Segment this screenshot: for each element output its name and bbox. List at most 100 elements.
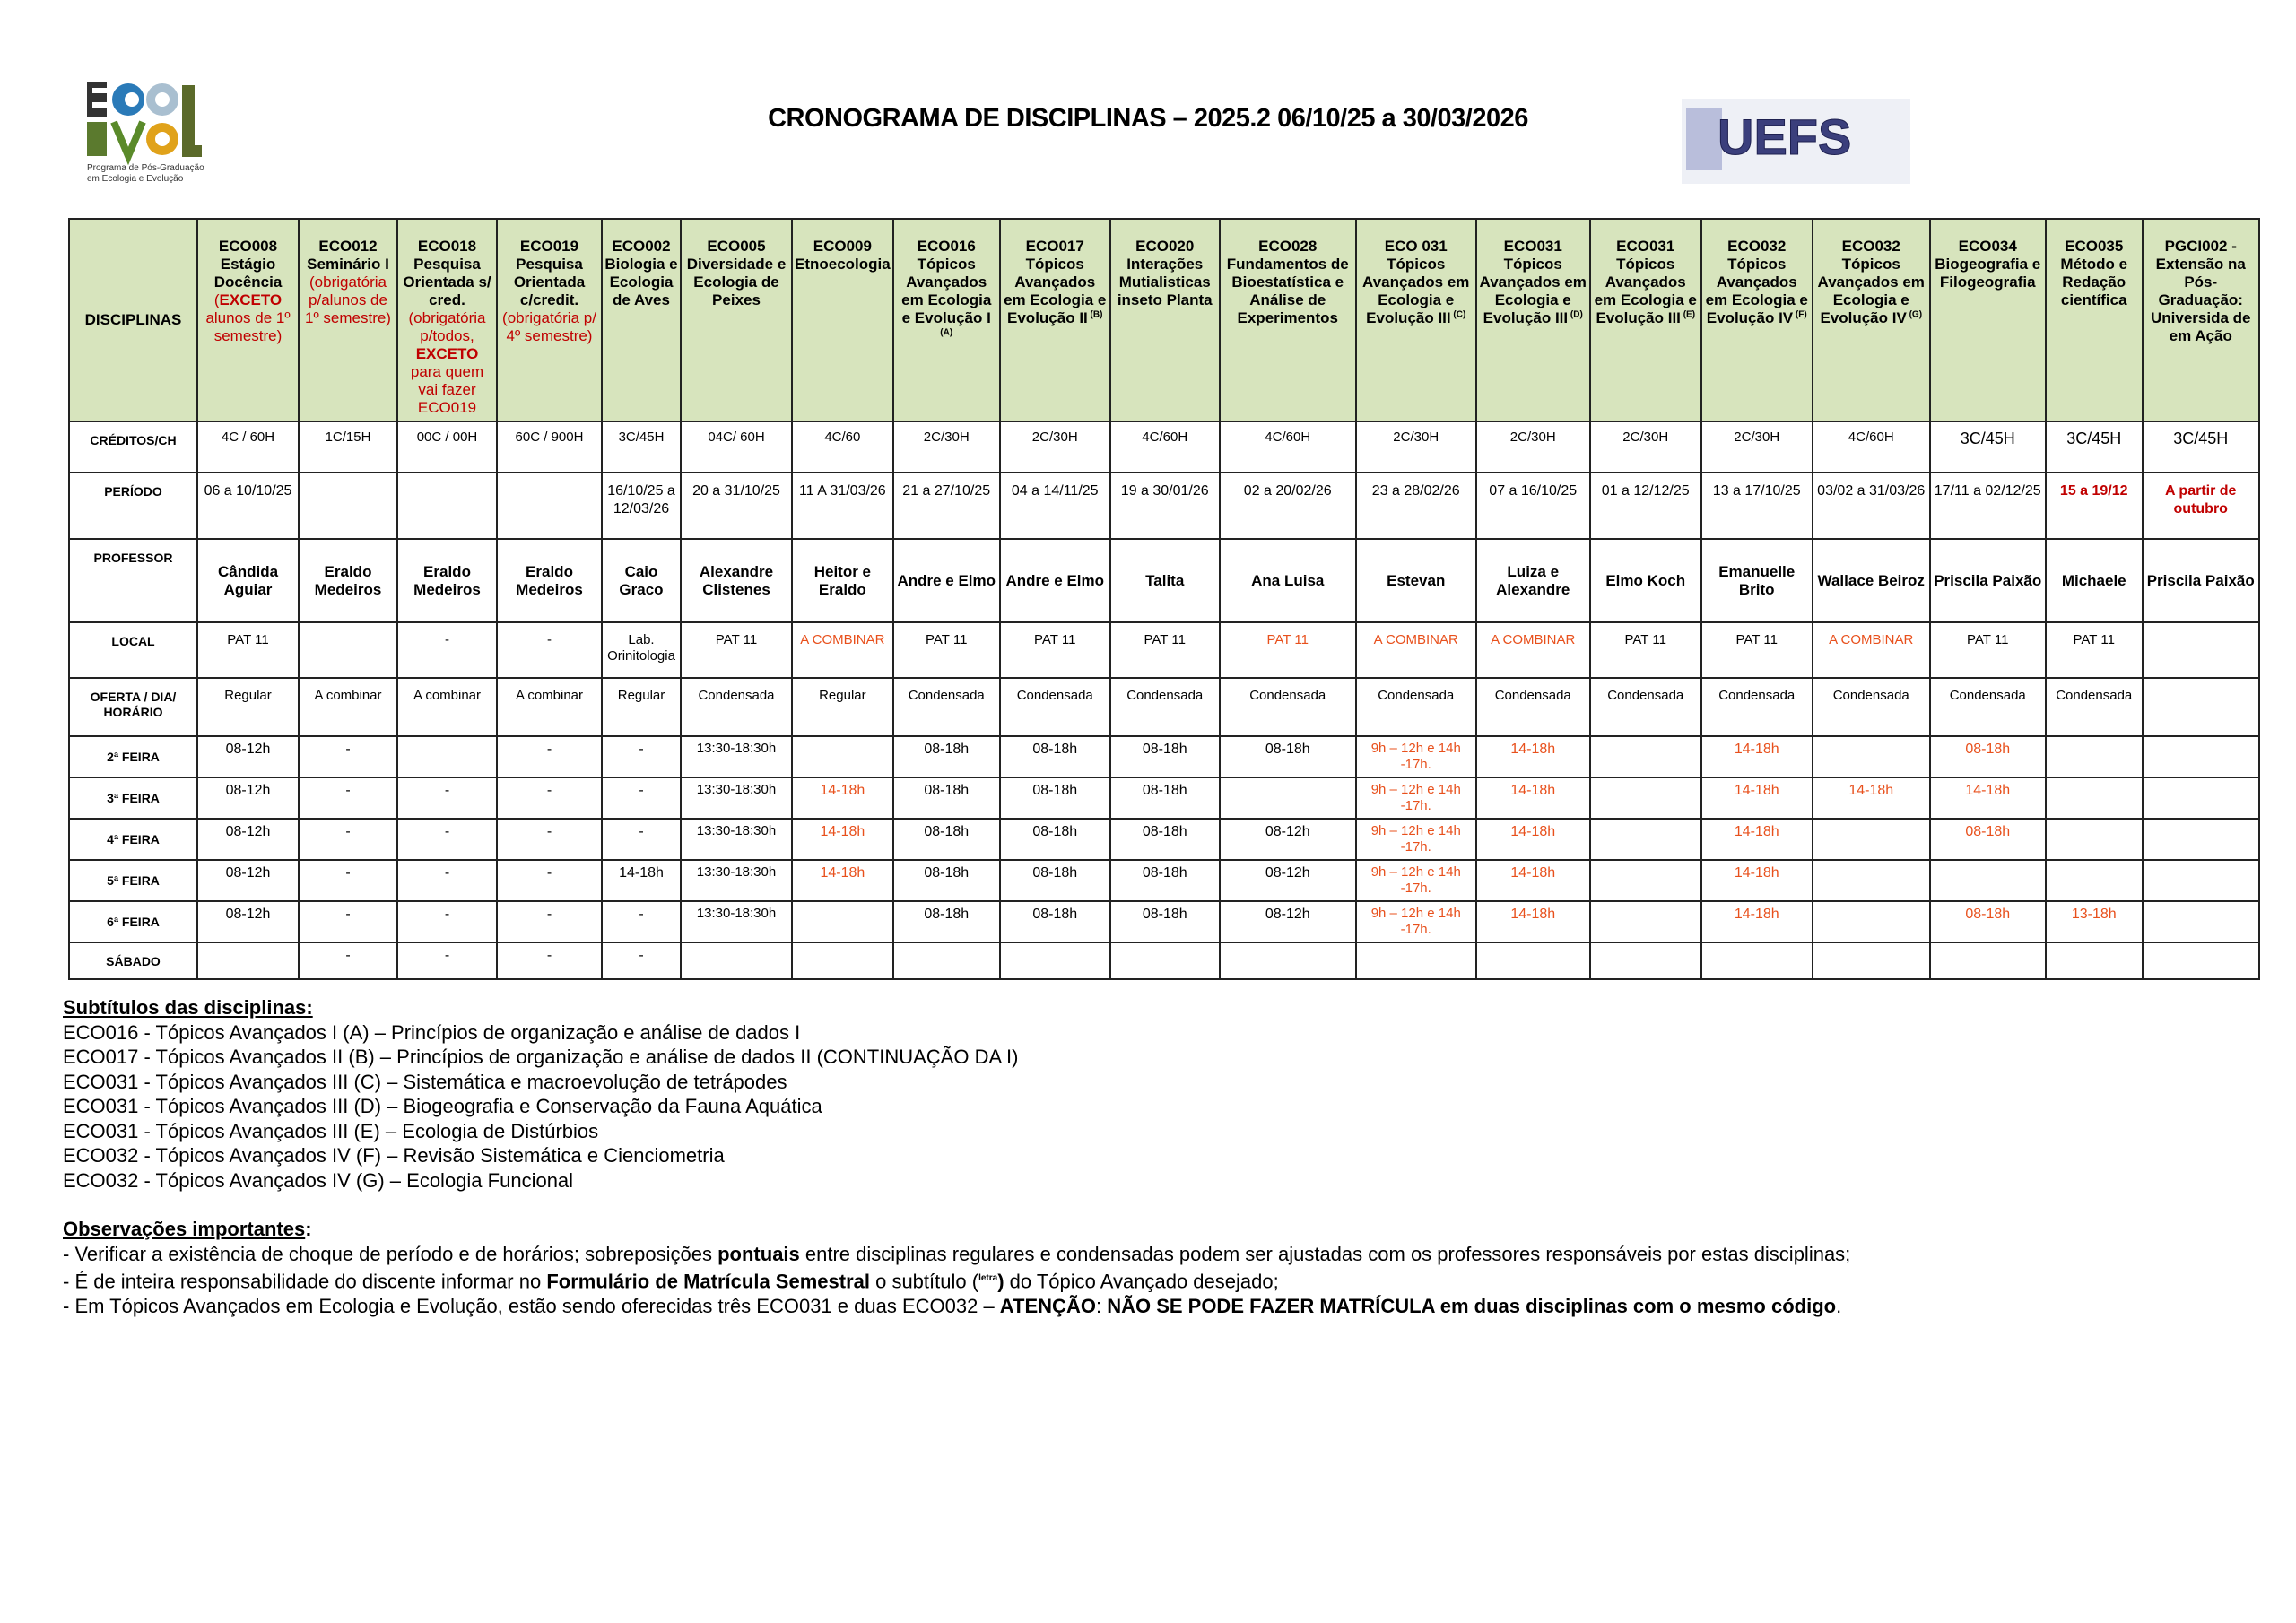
note-bold: EXCETO (415, 345, 479, 363)
offer-cell: A combinar (496, 677, 603, 738)
offer-value: Condensada (908, 688, 985, 704)
subtitle-item: ECO017 - Tópicos Avançados II (B) – Prin… (63, 1046, 1019, 1068)
credits-value: 2C/30H (1734, 430, 1780, 446)
schedule-cell (2044, 735, 2144, 779)
professor-cell: Luiza e Alexandre (1474, 538, 1591, 624)
professor-cell: Priscila Paixão (1928, 538, 2047, 624)
course-code: ECO031 (1616, 238, 1675, 255)
period-value: 19 a 30/01/26 (1120, 483, 1209, 499)
table-row: 6ª FEIRA 08-12h - - - - 13:30-18:30h 08-18h 08-1… (68, 900, 2260, 944)
course-header: ECO017 Tópicos Avançados em Ecologia e Ev… (998, 217, 1111, 423)
local-value: PAT 11 (1266, 632, 1309, 648)
professor-cell: Ana Luisa (1218, 538, 1357, 624)
observation-text: - Verificar a existência de choque de pe… (63, 1242, 718, 1265)
schedule-cell: 13:30-18:30h (680, 818, 793, 862)
local-cell: PAT 11 (680, 621, 793, 680)
row-label: CRÉDITOS/CH (68, 421, 198, 474)
schedule-cell: - (496, 900, 603, 944)
schedule-cell: 08-18h (891, 735, 1001, 779)
schedule-value: 13-18h (2071, 907, 2117, 923)
local-value: A COMBINAR (800, 632, 885, 648)
course-name: Pesquisa Orientada c/credit. (513, 256, 586, 309)
local-cell: PAT 11 (1700, 621, 1813, 680)
period-value: 16/10/25 a 12/03/26 (607, 483, 675, 516)
course-name: Tópicos Avançados em Ecologia e Evolução… (1004, 256, 1107, 327)
schedule-cell: - (298, 735, 398, 779)
schedule-value: 08-12h (225, 824, 271, 840)
course-header: ECO032 Tópicos Avançados em Ecologia e Ev… (1700, 217, 1813, 423)
schedule-cell: 08-18h (998, 777, 1111, 820)
schedule-cell: - (396, 818, 498, 862)
course-name: Tópicos Avançados em Ecologia e Evolução… (1594, 256, 1697, 327)
period-value: 15 a 19/12 (2059, 483, 2128, 499)
course-name: Fundamentos de Bioestatística e Análise … (1226, 256, 1349, 327)
credits-value: 4C/60H (1848, 430, 1894, 446)
schedule-cell: 08-18h (998, 818, 1111, 862)
schedule-value: 14-18h (1510, 907, 1556, 923)
course-code: PGCI002 - (2164, 238, 2237, 255)
period-value: 21 a 27/10/25 (902, 483, 991, 499)
offer-cell: Condensada (1474, 677, 1591, 738)
schedule-cell (2141, 735, 2260, 779)
observation-text: - Em Tópicos Avançados em Ecologia e Evo… (63, 1294, 1000, 1317)
offer-cell: Condensada (1218, 677, 1357, 738)
offer-value: Regular (224, 688, 272, 704)
course-name: Biogeografia e Filogeografia (1935, 256, 2041, 291)
offer-cell: Condensada (998, 677, 1111, 738)
course-header: ECO034 Biogeografia e Filogeografia (1928, 217, 2047, 423)
credits-cell: 2C/30H (1354, 421, 1477, 474)
schedule-cell (680, 942, 793, 981)
course-name: Tópicos Avançados em Ecologia e Evolução… (1817, 256, 1925, 327)
local-cell: PAT 11 (196, 621, 300, 680)
professor-cell: Caio Graco (601, 538, 682, 624)
period-cell: 15 a 19/12 (2044, 472, 2144, 541)
schedule-value: 08-18h (1032, 865, 1078, 881)
schedule-cell: 14-18h (1811, 777, 1931, 820)
credits-value: 4C/60H (1142, 430, 1188, 446)
professor-value: Eraldo Medeiros (314, 562, 382, 598)
professor-cell: Michaele (2044, 538, 2144, 624)
course-header: ECO035 Método e Redação científica (2044, 217, 2144, 423)
row-label: PROFESSOR (68, 538, 198, 624)
schedule-value: 13:30-18:30h (696, 864, 777, 881)
credits-cell: 60C / 900H (496, 421, 603, 474)
course-header: ECO031 Tópicos Avançados em Ecologia e Ev… (1588, 217, 1702, 423)
row-label: 4ª FEIRA (68, 818, 198, 862)
course-header: ECO020 Interações Mutialisticas inseto Pl… (1109, 217, 1221, 423)
observation-text: . (1836, 1294, 1842, 1317)
schedule-cell: 08-18h (891, 818, 1001, 862)
course-subtitle-letter: (F) (1793, 309, 1807, 320)
offer-cell: Condensada (1811, 677, 1931, 738)
credits-cell: 00C / 00H (396, 421, 498, 474)
offer-value: Condensada (1494, 688, 1571, 704)
schedule-cell (1928, 859, 2047, 903)
observations-colon: : (305, 1218, 312, 1240)
local-cell: A COMBINAR (1354, 621, 1477, 680)
course-code: ECO018 (417, 238, 477, 255)
offer-value: Condensada (1378, 688, 1455, 704)
observation-text: ) (997, 1270, 1004, 1293)
course-subtitle-letter: (E) (1680, 309, 1696, 320)
credits-value: 60C / 900H (515, 430, 584, 446)
ecoevol-logo: Programa de Pós-Graduação em Ecologia e … (87, 82, 204, 184)
course-header: ECO 031 Tópicos Avançados em Ecologia e E… (1354, 217, 1477, 423)
course-name: Etnoecologia (795, 256, 891, 273)
schedule-cell (2141, 942, 2260, 981)
professor-cell: Estevan (1354, 538, 1477, 624)
professor-value: Priscila Paixão (1934, 571, 2042, 589)
schedule-cell: 14-18h (1474, 777, 1591, 820)
local-value: PAT 11 (715, 632, 758, 648)
schedule-cell (396, 735, 498, 779)
subtitle-item: ECO032 - Tópicos Avançados IV (F) – Revi… (63, 1144, 725, 1167)
credits-cell: 1C/15H (298, 421, 398, 474)
professor-value: Eraldo Medeiros (516, 562, 583, 598)
schedule-cell (2141, 818, 2260, 862)
schedule-cell: - (298, 818, 398, 862)
schedule-value: - (546, 783, 552, 799)
professor-cell: Elmo Koch (1588, 538, 1702, 624)
period-value: 07 a 16/10/25 (1489, 483, 1578, 499)
offer-value: Condensada (1126, 688, 1204, 704)
schedule-value: 08-12h (225, 742, 271, 758)
schedule-cell: 08-12h (196, 818, 300, 862)
schedule-cell: 08-18h (891, 859, 1001, 903)
